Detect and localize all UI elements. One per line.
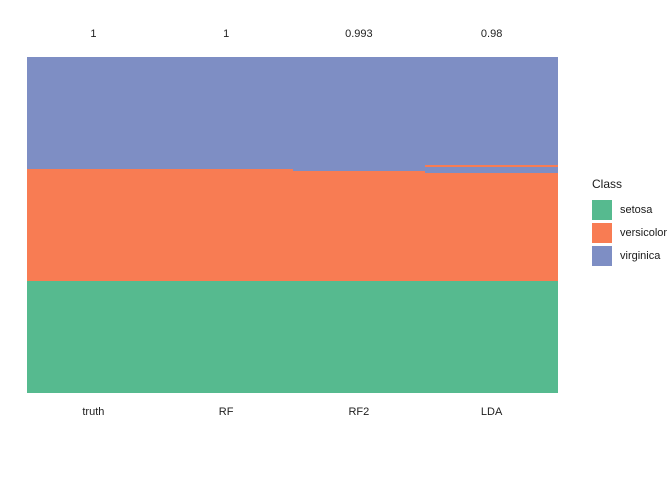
legend-swatch-setosa [592, 200, 612, 220]
legend-item-versicolor: versicolor [592, 223, 667, 243]
segment-setosa [425, 281, 558, 393]
segment-setosa [292, 281, 426, 393]
legend-item-setosa: setosa [592, 200, 667, 220]
legend-label-versicolor: versicolor [620, 227, 668, 239]
legend-items: setosa versicolor virginica [592, 200, 667, 266]
segment-virginica [292, 57, 426, 172]
legend-item-virginica: virginica [592, 246, 667, 266]
accuracy-label-RF2: 0.993 [345, 28, 373, 40]
plot-area [27, 57, 558, 393]
column-RF [159, 57, 293, 393]
segment-versicolor [425, 173, 558, 281]
segment-virginica [27, 57, 160, 169]
legend: Class setosa versicolor virginica [592, 177, 667, 269]
segment-versicolor [425, 164, 558, 167]
column-LDA [425, 57, 558, 393]
x-axis-label-RF: RF [218, 406, 234, 418]
segment-setosa [159, 281, 293, 393]
accuracy-label-truth: 1 [90, 28, 97, 40]
segment-setosa [27, 281, 160, 393]
legend-swatch-versicolor [592, 223, 612, 243]
segment-versicolor [159, 169, 293, 281]
legend-swatch-virginica [592, 246, 612, 266]
segment-virginica [425, 57, 558, 165]
legend-label-setosa: setosa [620, 204, 653, 216]
accuracy-label-RF: 1 [223, 28, 230, 40]
x-axis-label-LDA: LDA [480, 406, 503, 418]
column-RF2 [292, 57, 426, 393]
column-truth [27, 57, 160, 393]
x-axis-label-RF2: RF2 [348, 406, 370, 418]
segment-virginica [159, 57, 293, 169]
accuracy-label-LDA: 0.98 [480, 28, 503, 40]
legend-label-virginica: virginica [620, 250, 661, 262]
segment-versicolor [27, 169, 160, 281]
x-axis-label-truth: truth [82, 406, 105, 418]
segment-versicolor [292, 171, 426, 281]
segment-virginica [425, 166, 558, 174]
legend-title: Class [592, 177, 623, 191]
